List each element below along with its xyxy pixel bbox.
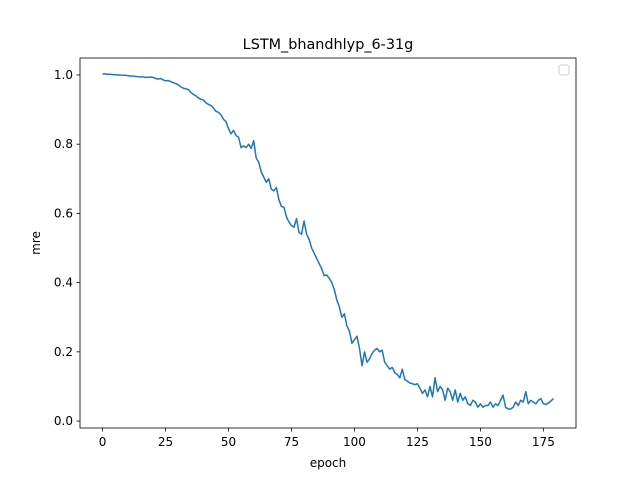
y-tick-label: 0.2: [54, 345, 73, 359]
x-tick-label: 50: [221, 435, 236, 449]
chart-title: LSTM_bhandhlyp_6-31g: [243, 37, 414, 53]
y-axis-label: mre: [29, 231, 43, 255]
x-tick-label: 75: [284, 435, 299, 449]
y-tick-label: 0.0: [54, 414, 73, 428]
x-tick-label: 175: [532, 435, 555, 449]
data-line: [102, 73, 554, 410]
y-tick-label: 0.6: [54, 206, 73, 220]
y-tick-label: 0.4: [54, 276, 73, 290]
x-tick-label: 100: [343, 435, 366, 449]
y-tick-label: 1.0: [54, 68, 73, 82]
x-tick-label: 150: [469, 435, 492, 449]
y-tick-label: 0.8: [54, 137, 73, 151]
x-tick-label: 125: [406, 435, 429, 449]
x-axis-label: epoch: [310, 456, 347, 470]
legend-box: [558, 64, 570, 76]
x-tick-label: 25: [158, 435, 173, 449]
x-tick-label: 0: [99, 435, 107, 449]
plot-frame: [79, 57, 577, 429]
